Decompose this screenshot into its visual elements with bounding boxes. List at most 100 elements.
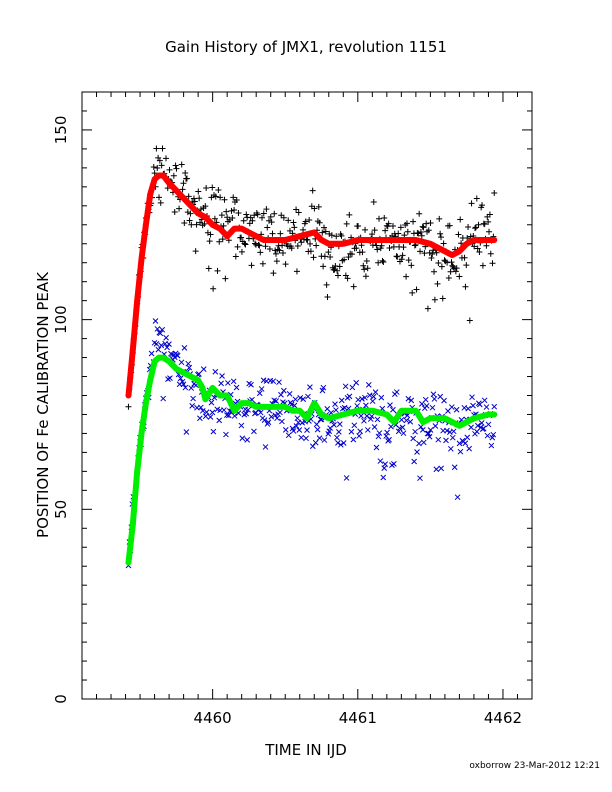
data-point [417, 475, 423, 482]
data-point [232, 253, 239, 260]
data-point [271, 397, 278, 404]
data-point [269, 230, 276, 237]
data-point [259, 214, 266, 221]
data-point [202, 413, 209, 420]
data-point [159, 145, 166, 152]
data-point [150, 163, 157, 170]
data-point [375, 259, 382, 266]
data-point [219, 373, 225, 379]
data-point [410, 218, 417, 225]
data-point [485, 421, 492, 428]
data-point [408, 262, 415, 269]
data-point [423, 220, 430, 227]
data-point [212, 193, 219, 200]
data-point [404, 412, 411, 419]
data-point [349, 384, 356, 391]
data-point [359, 249, 366, 256]
x-tick-label: 4460 [194, 709, 232, 727]
data-point [462, 283, 469, 290]
data-point [188, 385, 195, 391]
data-point [263, 206, 270, 213]
data-point [300, 396, 307, 402]
data-point [454, 494, 461, 501]
data-point [267, 213, 274, 220]
data-point [394, 253, 401, 260]
data-point [184, 209, 191, 216]
data-point [238, 248, 245, 255]
data-point [190, 395, 196, 402]
data-point [224, 412, 230, 418]
data-point [259, 260, 266, 267]
data-point [153, 341, 160, 347]
data-point [328, 232, 335, 239]
data-point [219, 236, 226, 243]
data-point [444, 427, 450, 434]
data-point [386, 436, 392, 443]
data-point [266, 246, 273, 253]
data-point [393, 389, 400, 395]
data-point [258, 386, 265, 392]
data-point [256, 390, 263, 397]
data-point [418, 232, 425, 239]
data-point [277, 230, 284, 237]
data-point [321, 253, 328, 260]
data-point [234, 243, 241, 250]
data-point [405, 395, 412, 402]
data-point [138, 430, 145, 437]
data-point [211, 215, 218, 222]
data-point [447, 268, 454, 275]
data-point [276, 247, 283, 254]
data-point [480, 220, 487, 227]
data-point [345, 254, 352, 261]
data-point [196, 195, 203, 202]
data-point [370, 393, 377, 400]
data-point [334, 434, 340, 441]
data-point [407, 418, 414, 425]
data-point [205, 265, 212, 272]
data-point [296, 427, 303, 433]
data-point [327, 253, 334, 260]
data-point [363, 413, 370, 419]
data-point [319, 229, 326, 236]
data-point [224, 214, 231, 221]
data-point [251, 428, 257, 435]
data-point [480, 425, 487, 432]
data-point [374, 246, 381, 253]
data-point [432, 423, 439, 429]
x-tick-label: 4462 [484, 709, 522, 727]
data-point [393, 253, 400, 260]
data-point [400, 430, 407, 437]
data-point [358, 242, 365, 249]
data-point [325, 249, 332, 256]
data-point [264, 421, 271, 427]
data-point [147, 191, 154, 198]
data-point [411, 242, 418, 249]
data-point [182, 170, 189, 177]
data-point [298, 434, 305, 441]
data-point [364, 265, 371, 272]
data-point [125, 403, 132, 410]
data-point [444, 259, 451, 266]
data-point [297, 395, 304, 401]
data-point [255, 241, 262, 248]
data-point [231, 413, 238, 419]
data-point [427, 427, 434, 433]
data-point [309, 187, 316, 194]
data-point [486, 211, 493, 218]
data-point [218, 380, 224, 387]
data-point [262, 243, 269, 250]
data-point [359, 396, 365, 402]
x-axis-label: TIME IN IJD [264, 741, 347, 759]
data-point [285, 432, 292, 439]
data-point [386, 244, 393, 251]
data-point [379, 257, 386, 264]
data-point [239, 435, 246, 442]
data-point [152, 318, 159, 324]
data-point [181, 345, 188, 351]
data-point [425, 227, 432, 234]
data-point [238, 422, 245, 429]
data-point [445, 274, 452, 281]
data-point [178, 161, 185, 168]
data-point [400, 244, 407, 251]
